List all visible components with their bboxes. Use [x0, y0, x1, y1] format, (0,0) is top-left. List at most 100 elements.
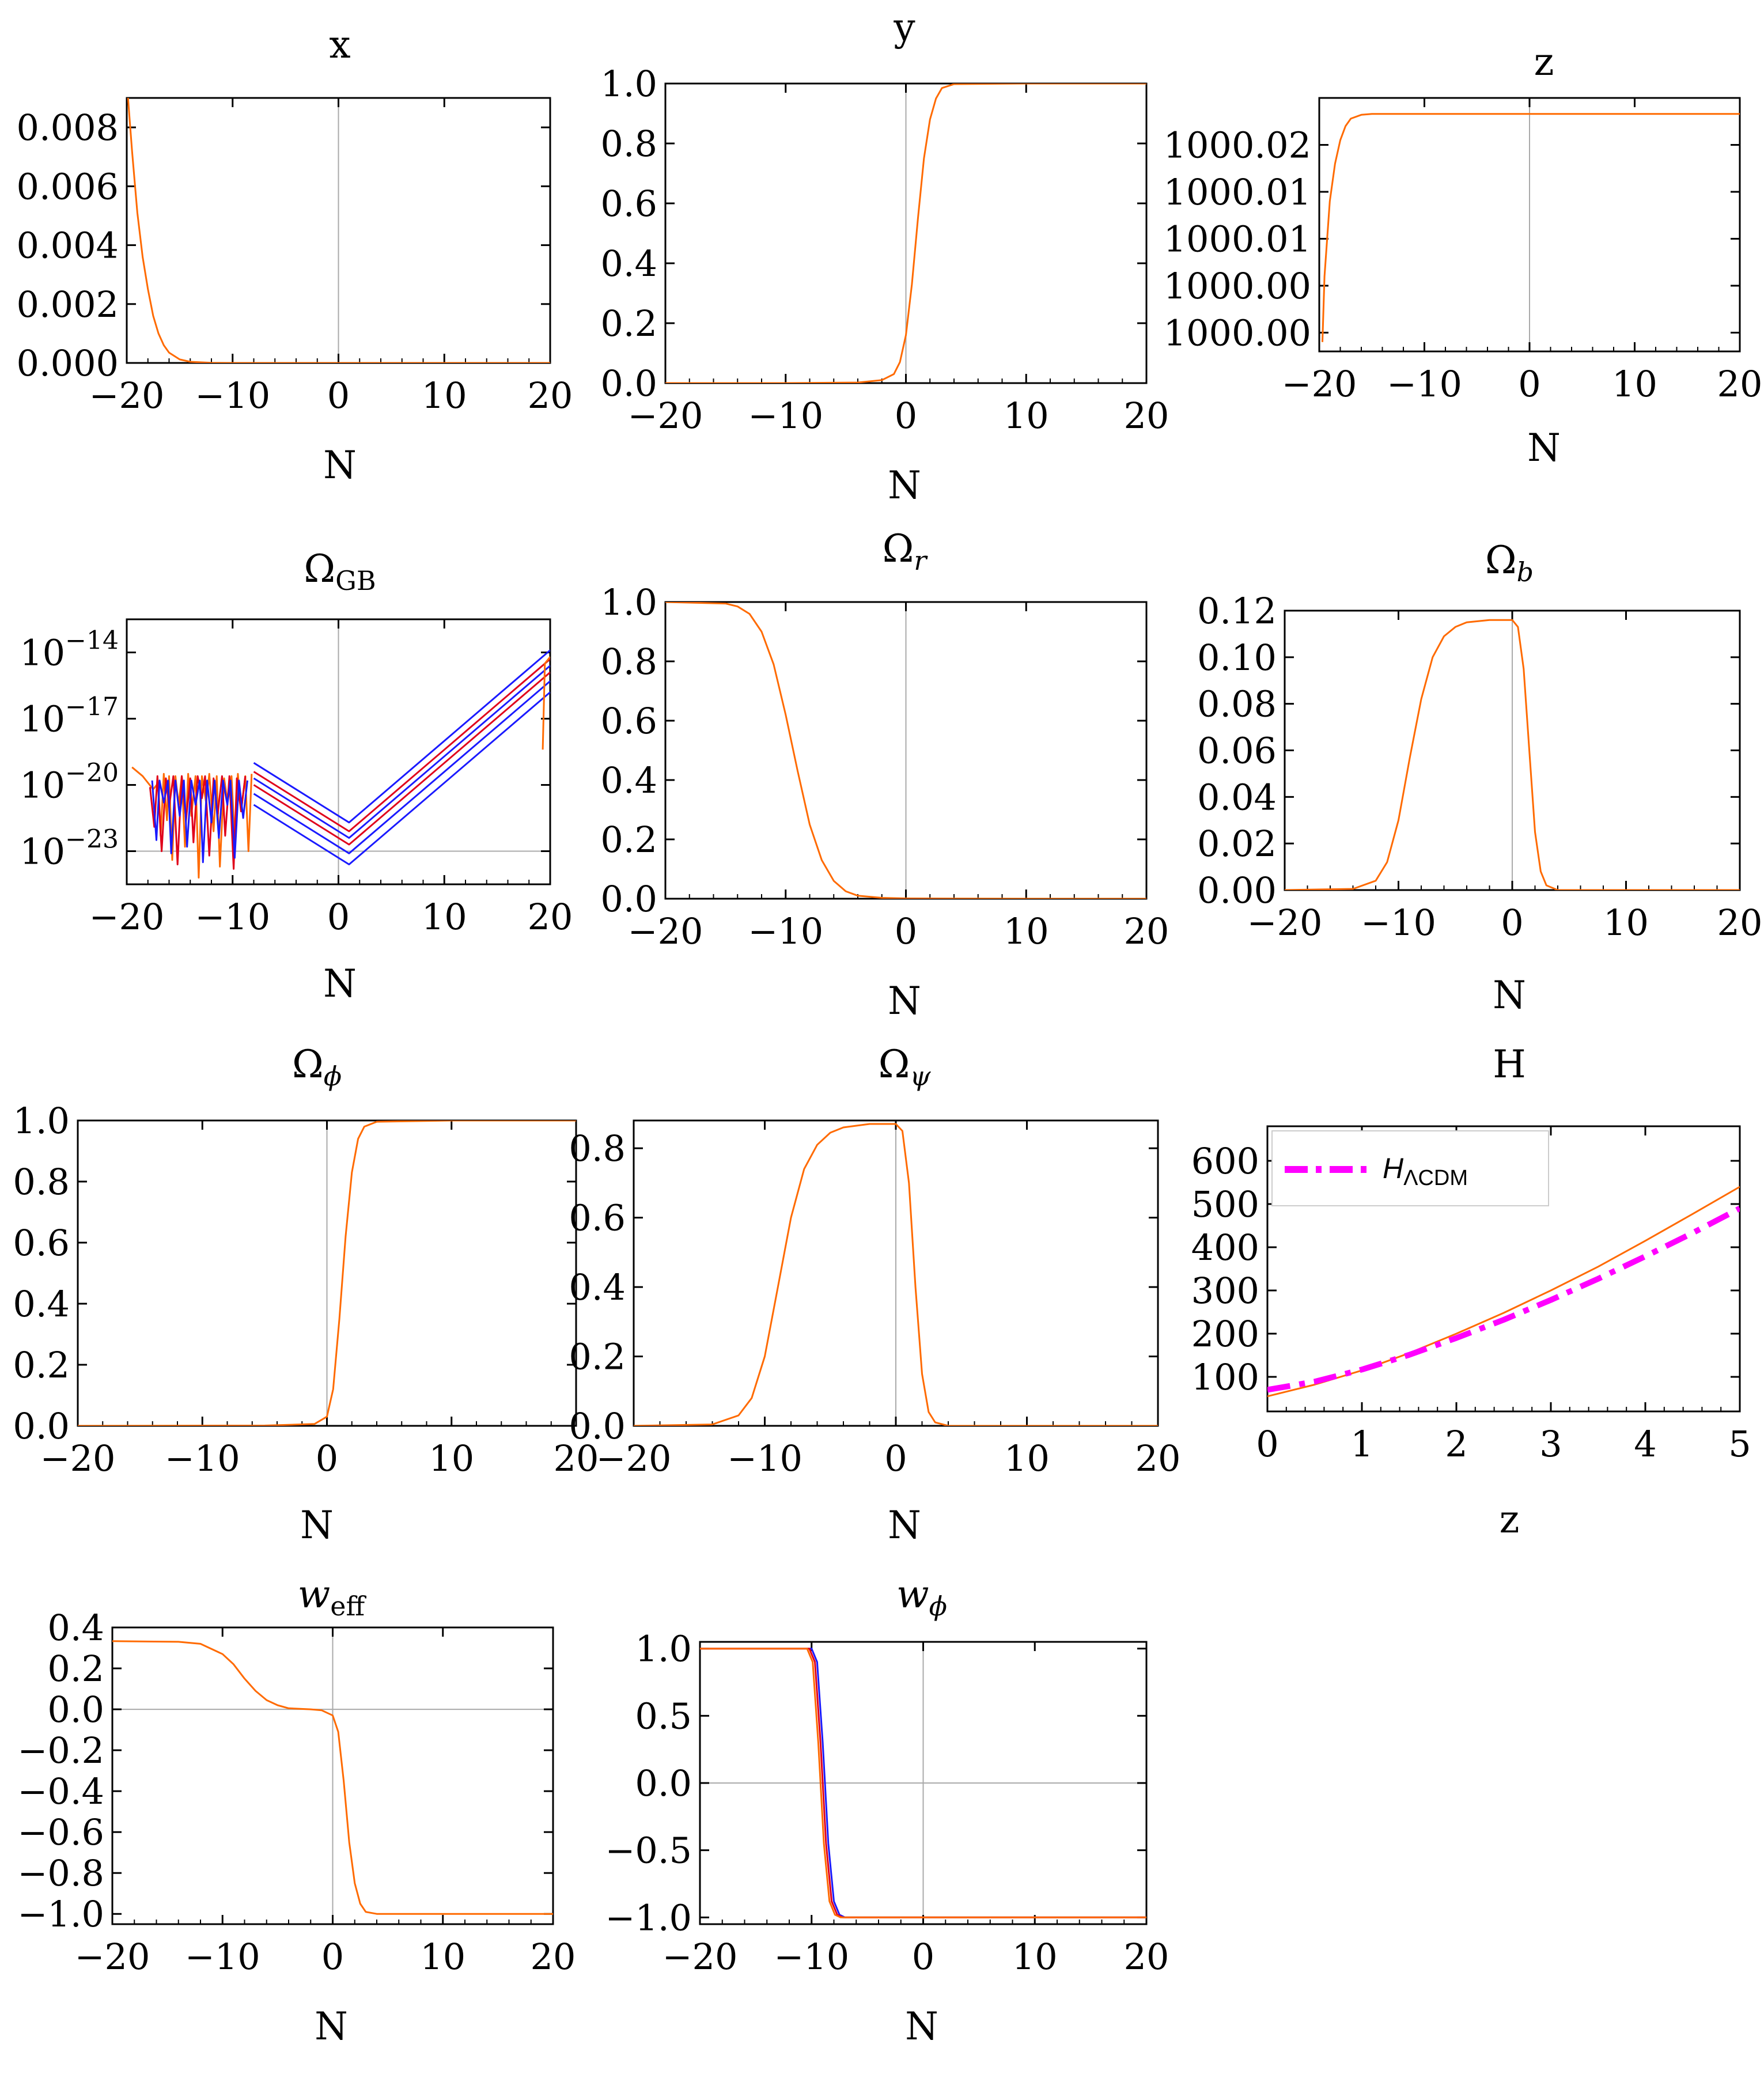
y-tick-label: 0.06 — [1197, 730, 1277, 772]
y-tick-label: −0.6 — [17, 1811, 104, 1853]
x-tick-label: 0 — [884, 1437, 907, 1479]
x-axis-label: N — [323, 961, 357, 1006]
series-line-omega-gb-5 — [253, 691, 550, 865]
x-axis-label: N — [888, 463, 921, 508]
y-tick-label: 0.006 — [17, 165, 119, 207]
y-tick-label: 1000.00 — [1164, 265, 1311, 307]
chart-panel-omega-phi: −20 −10 0 10 20 0.0 0.2 0.4 0.6 0.8 1.0 Ωϕ N — [13, 1042, 599, 1547]
y-tick-label: 0.0 — [635, 1762, 692, 1804]
y-tick-label: 1.0 — [635, 1628, 692, 1670]
x-tick-label: 10 — [1004, 1437, 1050, 1479]
y-tick-label: 0.8 — [13, 1161, 70, 1203]
series-line-omega-r-0 — [665, 602, 1146, 899]
y-tick-label: 0.000 — [17, 342, 119, 384]
x-axis-label: N — [888, 1503, 921, 1547]
y-tick-label: 0.2 — [569, 1336, 626, 1378]
x-tick-label: 20 — [1124, 910, 1169, 952]
y-tick-label: 0.5 — [635, 1695, 692, 1737]
y-tick-label: 10−20 — [20, 759, 119, 807]
series-line-hubble-1 — [1267, 1206, 1740, 1393]
y-tick-label: 1000.00 — [1164, 312, 1311, 354]
y-tick-label: 10−17 — [20, 692, 119, 740]
series-line-y-0 — [665, 84, 1146, 383]
panel-title: z — [1534, 40, 1554, 84]
chart-panel-z: −20 −10 0 10 20 1000.00 1000.00 1000.01 1000.01 1… — [1164, 40, 1763, 470]
y-tick-label: 0.0 — [600, 878, 657, 920]
chart-panel-omega-gb: −20 −10 0 10 20 10−23 10−20 10−17 10−14 ΩGB N — [20, 547, 573, 1006]
x-tick-label: −10 — [1387, 363, 1462, 405]
y-tick-label: −0.2 — [17, 1729, 104, 1771]
y-tick-label: 0.6 — [13, 1222, 70, 1264]
y-tick-label: 0.02 — [1197, 823, 1277, 865]
legend: HΛCDM — [1271, 1130, 1549, 1206]
series-line-x-0 — [127, 98, 550, 363]
x-tick-label: 10 — [1004, 395, 1049, 437]
x-tick-label: 20 — [531, 1936, 576, 1978]
x-tick-label: −10 — [1361, 902, 1436, 944]
y-tick-label: 1000.02 — [1164, 124, 1311, 166]
series-line-hubble-0 — [1267, 1186, 1740, 1398]
series-line-w-eff-0 — [112, 1640, 553, 1915]
y-tick-label: −0.4 — [17, 1770, 104, 1812]
x-tick-label: 20 — [1717, 902, 1763, 944]
x-tick-label: 10 — [1612, 363, 1657, 405]
x-tick-label: 20 — [1135, 1437, 1181, 1479]
y-tick-label: 500 — [1191, 1183, 1259, 1225]
y-tick-label: 0.002 — [17, 283, 119, 325]
y-tick-label: 10−14 — [20, 626, 119, 674]
x-tick-label: 4 — [1634, 1423, 1656, 1465]
chart-panel-omega-r: −20 −10 0 10 20 0.0 0.2 0.4 0.6 0.8 1.0 Ωr N — [600, 527, 1169, 1023]
y-tick-label: 0.12 — [1197, 590, 1277, 632]
y-tick-label: 0.8 — [569, 1127, 626, 1169]
x-tick-label: −10 — [727, 1437, 802, 1479]
x-tick-label: −20 — [628, 910, 703, 952]
y-tick-label: 0.6 — [569, 1197, 626, 1239]
panel-title: x — [329, 22, 350, 67]
panel-title: Ωb — [1485, 538, 1534, 588]
x-tick-label: 0 — [316, 1437, 338, 1479]
y-tick-label: 0.00 — [1197, 869, 1277, 911]
series-line-omega-gb-4 — [253, 680, 550, 854]
x-tick-label: 3 — [1539, 1423, 1562, 1465]
x-tick-label: 0 — [327, 374, 350, 417]
y-tick-label: 0.2 — [600, 302, 657, 345]
x-tick-label: 10 — [422, 896, 467, 938]
series-line-omega-gb-9 — [542, 656, 550, 750]
y-tick-label: 0.0 — [600, 362, 657, 404]
x-tick-label: −10 — [185, 1936, 260, 1978]
x-tick-label: −20 — [1247, 902, 1323, 944]
y-tick-label: 1.0 — [600, 581, 657, 623]
y-tick-label: 0.8 — [600, 641, 657, 683]
panel-title: ΩGB — [304, 547, 376, 596]
y-tick-label: 0.8 — [600, 123, 657, 165]
x-tick-label: 20 — [554, 1437, 599, 1479]
panel-title: y — [893, 5, 915, 50]
y-tick-label: 0.10 — [1197, 637, 1277, 679]
y-tick-label: 10−23 — [20, 825, 119, 873]
x-tick-label: 20 — [1717, 363, 1763, 405]
panel-title: Ωϕ — [292, 1042, 342, 1092]
x-tick-label: 0 — [321, 1936, 344, 1978]
x-tick-label: 0 — [1518, 363, 1540, 405]
y-tick-label: 0.004 — [17, 225, 119, 267]
plot-frame — [1266, 1125, 1741, 1413]
x-tick-label: −20 — [40, 1437, 116, 1479]
x-tick-label: 0 — [895, 395, 917, 437]
y-tick-label: 1000.01 — [1164, 171, 1311, 213]
x-tick-label: 20 — [528, 374, 573, 417]
x-tick-label: 10 — [1603, 902, 1649, 944]
y-tick-label: 300 — [1191, 1270, 1259, 1312]
y-tick-label: −0.8 — [17, 1852, 104, 1894]
y-tick-label: 0.2 — [13, 1344, 70, 1386]
x-tick-label: −20 — [628, 395, 703, 437]
x-tick-label: −20 — [596, 1437, 672, 1479]
y-tick-label: −1.0 — [17, 1893, 104, 1935]
x-tick-label: 10 — [1004, 910, 1049, 952]
series-line-omega-phi-0 — [78, 1121, 576, 1426]
x-tick-label: 20 — [528, 896, 573, 938]
y-tick-label: 0.04 — [1197, 776, 1277, 818]
x-axis-label: N — [300, 1503, 334, 1547]
x-tick-label: −20 — [89, 896, 165, 938]
